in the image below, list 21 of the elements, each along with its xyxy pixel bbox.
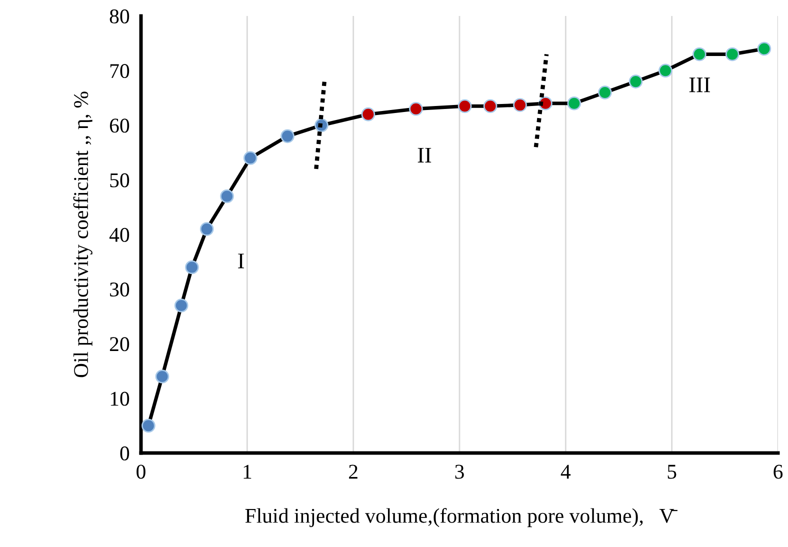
x-tick-label: 2	[349, 464, 358, 479]
y-tick-label: 20	[110, 337, 130, 352]
y-tick-label: 80	[110, 9, 130, 24]
y-tick-label: 0	[120, 446, 130, 460]
x-tick-label: 3	[455, 464, 464, 479]
annotation: I	[238, 254, 244, 268]
y-tick-label: 10	[110, 392, 130, 406]
y-axis-title: Oil productivity coefficient ,, η, %	[73, 92, 92, 378]
annotation: II	[418, 148, 432, 162]
x-tick-label: 6	[774, 464, 783, 479]
annotation: III	[689, 78, 710, 92]
y-tick-label: 40	[109, 228, 130, 242]
y-tick-label: 70	[110, 64, 130, 78]
y-tick-label: 60	[110, 118, 130, 133]
x-tick-label: 1	[244, 464, 252, 479]
x-tick-label: 0	[136, 464, 146, 479]
x-tick-label: 4	[560, 464, 571, 479]
y-tick-label: 50	[110, 173, 130, 188]
x-tick-label: 5	[668, 464, 676, 479]
x-axis-title: Fluid injected volume,(formation pore volume), V̄	[245, 508, 678, 528]
y-tick-label: 30	[110, 282, 130, 297]
